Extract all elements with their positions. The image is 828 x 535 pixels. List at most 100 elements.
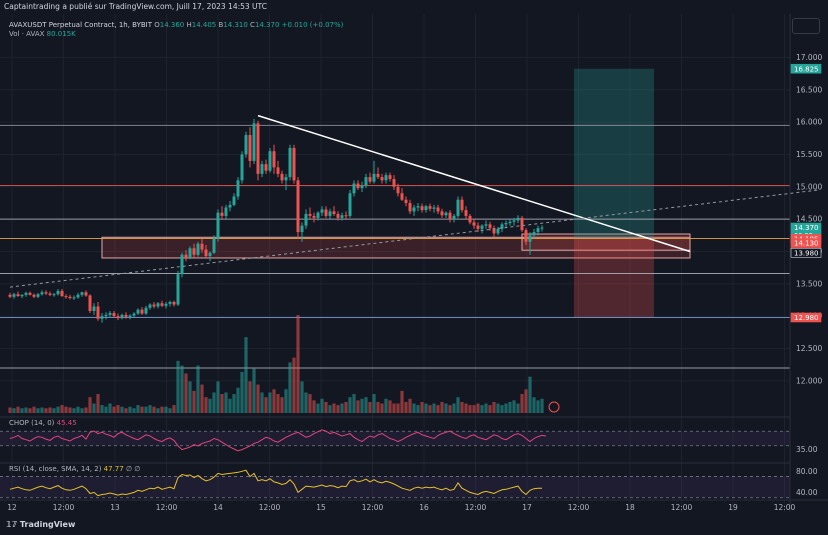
candle-body: [324, 209, 328, 216]
candle-body: [408, 202, 412, 212]
candle-body: [184, 254, 188, 258]
price-axis[interactable]: 17.00016.50016.00015.50015.00014.50014.0…: [789, 14, 822, 512]
chart-settings-box[interactable]: [792, 18, 820, 34]
candle-body: [516, 217, 520, 221]
candle-body: [492, 228, 496, 234]
candle-body: [20, 294, 24, 297]
volume-bar: [360, 398, 364, 413]
volume-bar: [80, 408, 84, 413]
long-position-tool[interactable]: [574, 68, 654, 318]
time-tick-label: 15: [316, 503, 326, 512]
rsi-axis-label: 40.00: [796, 488, 818, 497]
volume-bar: [160, 406, 164, 413]
chop-line: [9, 429, 547, 452]
rsi-band: [0, 476, 790, 498]
chop-band: [0, 431, 790, 446]
volume-label: Vol · AVAX: [9, 30, 45, 38]
volume-bar: [260, 392, 264, 413]
candle-body: [452, 215, 456, 220]
candle-body: [424, 206, 428, 211]
price-tick-label: 17.000: [796, 53, 822, 62]
volume-bar: [352, 394, 356, 413]
candle-body: [508, 221, 512, 224]
volume-legend: Vol · AVAX 80.015K: [9, 30, 76, 38]
volume-bar: [348, 397, 352, 413]
time-tick-label: 12: [7, 503, 17, 512]
volume-bar: [184, 373, 188, 413]
volume-bar: [64, 406, 68, 413]
price-tick-label: 16.000: [796, 118, 822, 127]
candle-body: [404, 199, 408, 203]
volume-bar: [344, 401, 348, 413]
candle-body: [60, 290, 64, 297]
volume-bar: [28, 408, 32, 413]
chop-label: CHOP (14, 0): [9, 419, 55, 427]
candle-body: [240, 154, 244, 181]
rsi-legend[interactable]: RSI (14, close, SMA, 14, 2) 47.77 ∅ ∅: [9, 465, 140, 473]
volume-bar: [96, 394, 100, 413]
candle-body: [440, 211, 444, 216]
volume-bar: [204, 397, 208, 413]
volume-bar: [308, 394, 312, 413]
candle-body: [296, 180, 300, 233]
candle-body: [472, 222, 476, 226]
price-chart[interactable]: 17.00016.50016.00015.50015.00014.50014.0…: [0, 14, 828, 535]
price-tick-label: 12.000: [796, 376, 822, 385]
high-value: 14.405: [191, 21, 217, 29]
candle-body: [140, 309, 144, 314]
volume-bar: [512, 400, 516, 413]
candle-body: [332, 211, 336, 214]
volume-bar: [524, 389, 528, 413]
time-tick-label: 16: [419, 503, 429, 512]
candle-body: [164, 303, 168, 306]
volume-bar: [44, 408, 48, 413]
volume-bar: [312, 400, 316, 413]
volume-bar: [460, 401, 464, 413]
volume-bar: [280, 397, 284, 413]
candle-body: [272, 151, 276, 168]
candle-body: [340, 215, 344, 218]
candle-body: [76, 294, 80, 298]
candle-body: [396, 186, 400, 194]
candle-body: [244, 135, 248, 155]
candle-body: [80, 292, 84, 295]
volume-bar: [316, 403, 320, 413]
candle-body: [56, 290, 60, 295]
candle-body: [328, 211, 332, 216]
volume-bar: [132, 408, 136, 413]
candle-body: [412, 207, 416, 212]
chop-axis-label: 35.00: [796, 445, 818, 454]
time-axis[interactable]: 12 12:00 13 12:00 14 12:00 15 12:00 16 12:00 17 12:…: [0, 401, 828, 512]
candle-body: [96, 306, 100, 319]
candle-body: [196, 243, 200, 255]
candle-body: [432, 207, 436, 209]
rsi-label: RSI (14, close, SMA, 14, 2): [9, 465, 102, 473]
volume-bar: [496, 403, 500, 413]
volume-bar: [436, 405, 440, 413]
candle-body: [320, 209, 324, 213]
tradingview-logo-text: TradingView: [19, 520, 76, 529]
candle-body: [532, 232, 536, 236]
volume-bar: [452, 403, 456, 413]
volume-bar: [172, 405, 176, 413]
candle-body: [156, 303, 160, 307]
candle-body: [496, 228, 500, 234]
candle-body: [72, 297, 76, 299]
open-label: O: [154, 21, 160, 29]
symbol-title: AVAXUSDT Perpetual Contract, 1h, BYBIT: [9, 21, 153, 29]
candle-body: [160, 303, 164, 306]
volume-bar: [444, 403, 448, 413]
time-tick-label: 12:00: [568, 503, 590, 512]
candle-body: [232, 196, 236, 205]
volume-bar: [212, 392, 216, 413]
chop-legend[interactable]: CHOP (14, 0) 45.45: [9, 419, 77, 427]
volume-bar: [32, 406, 36, 413]
volume-bar: [108, 403, 112, 413]
candle-body: [112, 312, 116, 317]
time-tick-label: 12:00: [259, 503, 281, 512]
candle-body: [344, 215, 348, 217]
price-tick-label: 15.500: [796, 150, 822, 159]
volume-bar: [140, 406, 144, 413]
volume-bar: [128, 406, 132, 413]
volume-bar: [272, 389, 276, 413]
